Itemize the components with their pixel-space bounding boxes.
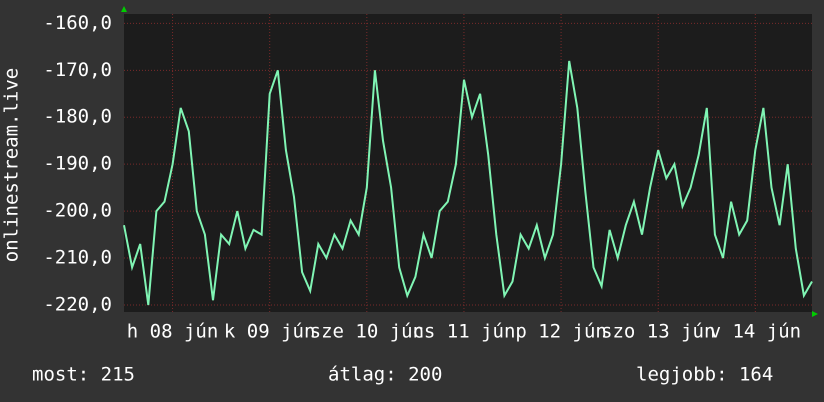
y-axis-title: onlinestream.live [1, 68, 23, 262]
x-tick-label: k 09 jún [224, 321, 316, 343]
footer-average: átlag: 200 [328, 364, 442, 386]
y-tick-label: -190,0 [43, 153, 112, 175]
series-line [123, 60, 813, 306]
axis-arrow [812, 311, 818, 317]
x-tick-label: sze 10 jún [310, 321, 424, 343]
y-tick-label: -220,0 [43, 293, 112, 315]
y-tick-label: -210,0 [43, 247, 112, 269]
x-tick-label: h 08 jún [127, 321, 219, 343]
x-tick-label: p 12 jún [515, 321, 607, 343]
footer-current: most: 215 [32, 364, 135, 386]
axis-arrow [121, 6, 127, 12]
footer-best: legjobb: 164 [636, 364, 773, 386]
x-tick-label: cs 11 jún [412, 321, 515, 343]
y-tick-label: -200,0 [43, 200, 112, 222]
y-tick-label: -180,0 [43, 106, 112, 128]
plot-area [124, 14, 812, 312]
x-tick-label: v 14 jún [710, 321, 802, 343]
y-tick-label: -160,0 [43, 12, 112, 34]
x-tick-label: szo 13 jún [601, 321, 715, 343]
y-tick-label: -170,0 [43, 59, 112, 81]
